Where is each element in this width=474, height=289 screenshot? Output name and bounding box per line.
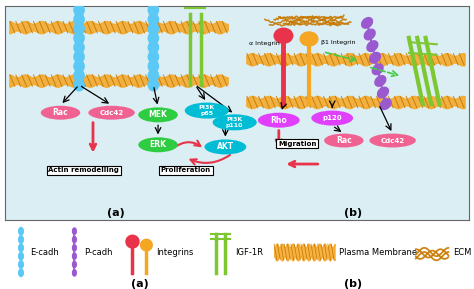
Text: Actin remodelling: Actin remodelling (48, 167, 119, 173)
Ellipse shape (148, 4, 158, 16)
Ellipse shape (324, 134, 364, 147)
Ellipse shape (126, 235, 139, 248)
Text: IGF-1R: IGF-1R (235, 247, 263, 257)
Text: (a): (a) (130, 279, 148, 289)
Ellipse shape (148, 79, 158, 91)
Ellipse shape (148, 60, 158, 72)
Text: AKT: AKT (217, 142, 234, 151)
Text: PI3K
p110: PI3K p110 (226, 117, 243, 128)
Ellipse shape (88, 106, 135, 120)
Ellipse shape (74, 51, 84, 63)
Ellipse shape (380, 99, 391, 110)
Ellipse shape (300, 32, 318, 46)
Ellipse shape (74, 60, 84, 72)
Ellipse shape (73, 244, 76, 251)
Ellipse shape (213, 114, 257, 130)
Ellipse shape (41, 106, 80, 120)
Ellipse shape (378, 87, 388, 98)
Ellipse shape (74, 14, 84, 25)
Text: P-cadh: P-cadh (84, 247, 112, 257)
Text: Proliferation: Proliferation (161, 167, 211, 173)
Ellipse shape (375, 76, 386, 86)
Ellipse shape (74, 79, 84, 91)
Ellipse shape (148, 51, 158, 63)
Text: Cdc42: Cdc42 (100, 110, 124, 116)
Ellipse shape (18, 261, 23, 268)
Ellipse shape (185, 103, 229, 118)
Ellipse shape (18, 269, 23, 277)
Text: ECM: ECM (453, 247, 471, 257)
Text: E-cadh: E-cadh (30, 247, 59, 257)
Text: Integrins: Integrins (155, 247, 193, 257)
Ellipse shape (148, 32, 158, 44)
Text: α Integrin: α Integrin (249, 41, 280, 46)
Text: (a): (a) (107, 208, 125, 218)
Ellipse shape (138, 108, 178, 122)
Ellipse shape (148, 23, 158, 35)
Ellipse shape (148, 70, 158, 81)
Ellipse shape (148, 42, 158, 53)
Ellipse shape (148, 14, 158, 25)
Ellipse shape (74, 4, 84, 16)
Text: Rho: Rho (271, 116, 287, 125)
Text: Plasma Membrane: Plasma Membrane (339, 247, 417, 257)
Text: MEK: MEK (148, 110, 167, 119)
Ellipse shape (73, 270, 76, 276)
Ellipse shape (311, 111, 353, 125)
Ellipse shape (258, 113, 300, 128)
Ellipse shape (369, 134, 416, 147)
Text: Rac: Rac (53, 108, 68, 117)
Text: Rac: Rac (336, 136, 352, 145)
Ellipse shape (73, 228, 76, 234)
Ellipse shape (18, 244, 23, 251)
Text: (b): (b) (344, 208, 362, 218)
Text: (b): (b) (344, 279, 362, 289)
Ellipse shape (74, 23, 84, 35)
Ellipse shape (138, 137, 178, 152)
Ellipse shape (74, 42, 84, 53)
Ellipse shape (372, 64, 383, 75)
Ellipse shape (18, 253, 23, 260)
Ellipse shape (204, 140, 246, 154)
Ellipse shape (73, 253, 76, 260)
Text: p120: p120 (322, 115, 342, 121)
Ellipse shape (362, 18, 373, 28)
Ellipse shape (370, 52, 381, 63)
Ellipse shape (367, 41, 378, 51)
Text: Migration: Migration (278, 141, 317, 147)
Text: β1 Integrin: β1 Integrin (320, 40, 355, 45)
Ellipse shape (73, 261, 76, 268)
Text: ERK: ERK (149, 140, 166, 149)
Text: Cdc42: Cdc42 (381, 138, 405, 144)
Ellipse shape (141, 239, 152, 251)
Ellipse shape (18, 227, 23, 235)
Ellipse shape (73, 236, 76, 243)
Ellipse shape (365, 29, 375, 40)
Text: PI3K
p65: PI3K p65 (199, 105, 215, 116)
Ellipse shape (74, 32, 84, 44)
Ellipse shape (18, 236, 23, 243)
Ellipse shape (274, 28, 293, 43)
Ellipse shape (74, 70, 84, 81)
